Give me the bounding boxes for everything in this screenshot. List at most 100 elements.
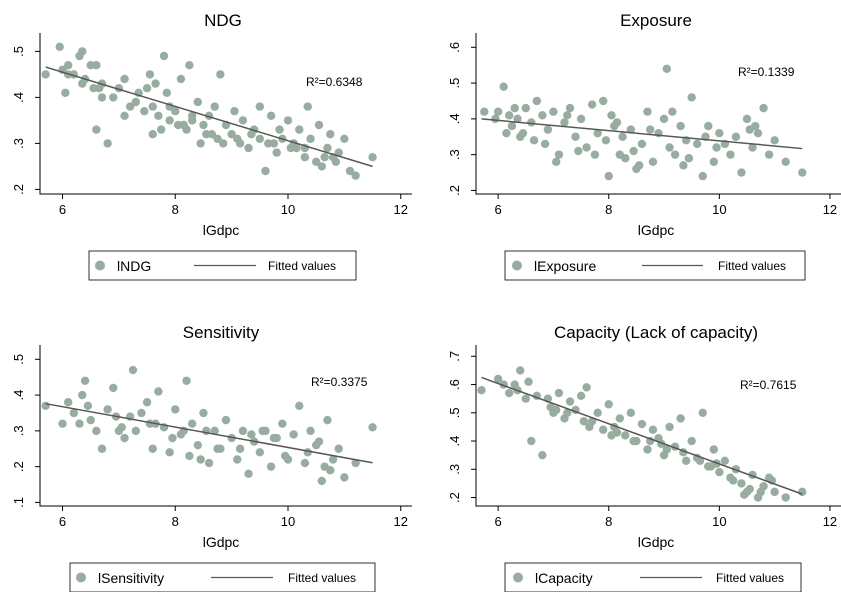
scatter-point [196, 455, 205, 464]
scatter-point [193, 97, 203, 107]
scatter-point [565, 103, 575, 113]
scatter-point [238, 426, 248, 436]
panel-capacity: Capacity (Lack of capacity) 6 8 10 12 .2 .3 .4… [447, 323, 841, 592]
scatter-point [748, 143, 757, 152]
scatter-point [582, 383, 591, 392]
x-tick-label: 10 [281, 514, 295, 529]
scatter-point [518, 128, 528, 138]
r-squared-annotation: R²=0.7615 [740, 378, 797, 392]
legend-marker [76, 572, 86, 583]
scatter-point [538, 450, 547, 460]
fitted-line [45, 402, 373, 464]
scatter-point [798, 168, 807, 177]
legend-label-fit: Fitted values [288, 571, 356, 585]
scatter-point [266, 111, 276, 121]
scatter-point [283, 116, 293, 125]
scatter-point [709, 157, 719, 166]
scatter-point [662, 64, 671, 73]
scatter-point [303, 448, 312, 457]
scatter-point [781, 493, 790, 502]
panel-ndg: NDG 6 8 10 12 .2 .3 .4 .5 lGdpc R²=0.6348 lNDG … [11, 11, 412, 281]
scatter-point [527, 436, 536, 446]
panel-exposure: Exposure 6 8 10 12 .2 .3 .4 .5 .6 lGdpc R²=0.133… [447, 11, 841, 281]
scatter-point [258, 426, 267, 436]
scatter-point [131, 426, 141, 436]
y-tick-label: .3 [11, 425, 26, 436]
scatter-point [368, 423, 377, 432]
scatter-point [648, 425, 658, 434]
scatter-point [351, 458, 360, 468]
scatter-point [165, 448, 174, 457]
scatter-point [148, 130, 157, 139]
scatter-point [230, 107, 239, 116]
legend-label-marker: lNDG [117, 258, 151, 274]
x-tick-label: 6 [495, 514, 502, 529]
scatter-point [351, 171, 360, 180]
scatter-point [185, 60, 194, 70]
x-tick-label: 12 [393, 514, 407, 529]
legend: lSensitivity Fitted values [69, 562, 376, 592]
scatter-point [551, 405, 561, 415]
y-tick-label: .6 [447, 42, 462, 53]
scatter-point [554, 150, 564, 159]
scatter-point [340, 134, 349, 143]
plot-area: 6 8 10 12 .1 .2 .3 .4 .5 [11, 345, 412, 529]
y-tick-label: .7 [447, 351, 462, 362]
scatter-point [798, 487, 807, 497]
scatter-point [368, 153, 377, 162]
scatter-point [159, 51, 169, 61]
scatter-point [63, 398, 73, 407]
legend: lExposure Fitted values [504, 250, 806, 281]
scatter-point [601, 136, 611, 145]
plot-area: 6 8 10 12 .2 .3 .4 .5 .6 .7 [447, 345, 841, 529]
scatter-point [637, 419, 647, 429]
x-tick-label: 8 [605, 514, 612, 529]
scatter-point [97, 444, 107, 453]
scatter-point [637, 139, 647, 149]
scatter-point [120, 111, 129, 121]
scatter-point [731, 132, 741, 141]
scatter-point [582, 143, 591, 152]
scatter-point [75, 419, 84, 428]
scatter-point [162, 88, 172, 98]
scatter-point [751, 121, 760, 131]
scatter-point [693, 139, 702, 149]
scatter-point [168, 433, 177, 443]
fitted-line [45, 66, 373, 168]
y-tick-label: .4 [11, 92, 26, 103]
scatter-point [551, 157, 561, 166]
scatter-point [199, 120, 208, 130]
scatter-point [272, 148, 281, 157]
axis-frame [39, 345, 412, 507]
scatter-point [529, 136, 539, 145]
scatter-point [92, 426, 101, 436]
scatter-point [187, 111, 197, 121]
r-squared-annotation: R²=0.1339 [738, 65, 795, 79]
scatter-point [538, 111, 547, 120]
scatter-point [179, 120, 188, 130]
x-axis-label: lGdpc [638, 222, 675, 238]
x-tick-label: 8 [172, 202, 179, 217]
scatter-point [148, 444, 157, 453]
scatter-point [289, 430, 298, 439]
scatter-point [109, 383, 118, 393]
scatter-point [513, 114, 522, 124]
scatter-point [63, 60, 73, 70]
legend-label-marker: lSensitivity [98, 570, 164, 586]
legend: lNDG Fitted values [88, 250, 357, 281]
scatter-point [292, 143, 301, 153]
scatter-point [83, 401, 93, 411]
scatter-point [593, 128, 602, 138]
scatter-point [210, 102, 219, 111]
x-tick-label: 10 [712, 202, 726, 217]
scatter-point [120, 433, 129, 443]
scatter-point [720, 456, 730, 466]
legend-marker [513, 572, 523, 583]
scatter-point [659, 114, 669, 124]
scatter-point [665, 422, 674, 432]
scatter-point [213, 444, 222, 453]
scatter-point [563, 111, 572, 120]
scatter-point [131, 97, 141, 107]
scatter-point [681, 456, 691, 466]
y-tick-label: .5 [11, 46, 26, 57]
